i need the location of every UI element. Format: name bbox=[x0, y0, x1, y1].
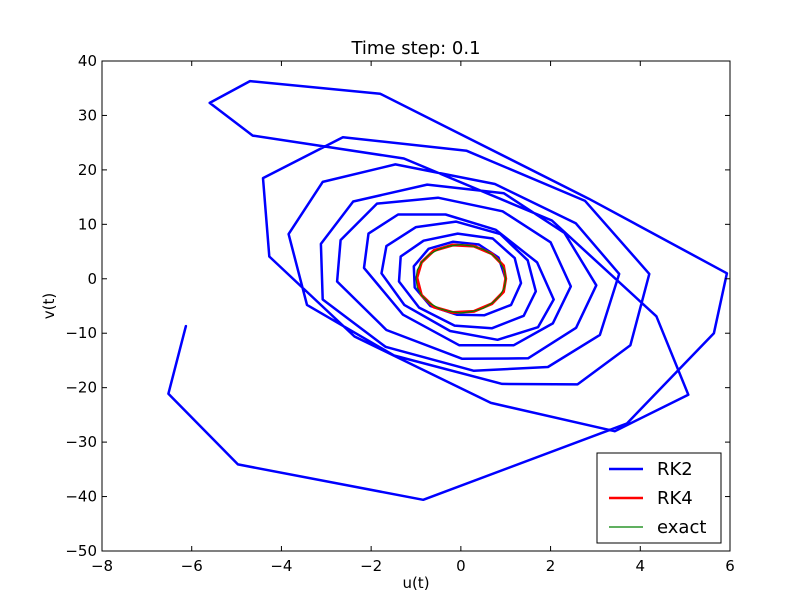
series-layer bbox=[167, 79, 729, 502]
x-tick-label: −6 bbox=[181, 557, 203, 575]
y-tick-label: −20 bbox=[65, 379, 97, 397]
y-tick-label: −30 bbox=[65, 433, 97, 451]
series-line-rk2 bbox=[167, 79, 729, 502]
x-tick-label: −2 bbox=[360, 557, 382, 575]
x-axis-label: u(t) bbox=[402, 574, 429, 592]
x-tick-label: 0 bbox=[456, 557, 466, 575]
series-line-exact bbox=[415, 244, 507, 314]
y-tick-label: −40 bbox=[65, 488, 97, 506]
legend-label-rk2: RK2 bbox=[657, 459, 693, 480]
x-tick-label: −8 bbox=[91, 557, 113, 575]
y-tick-label: 30 bbox=[78, 106, 97, 124]
y-axis-label: v(t) bbox=[40, 293, 58, 319]
legend-label-rk4: RK4 bbox=[657, 488, 693, 509]
y-tick-label: −50 bbox=[65, 542, 97, 560]
chart-title: Time step: 0.1 bbox=[350, 38, 480, 59]
y-tick-label: 10 bbox=[78, 215, 97, 233]
y-tick-label: 20 bbox=[78, 161, 97, 179]
y-tick-label: −10 bbox=[65, 324, 97, 342]
x-tick-label: −4 bbox=[270, 557, 292, 575]
x-tick-label: 2 bbox=[546, 557, 556, 575]
x-tick-label: 4 bbox=[636, 557, 646, 575]
plot-frame bbox=[101, 60, 731, 552]
legend-label-exact: exact bbox=[657, 517, 706, 538]
x-tick-label: 6 bbox=[725, 557, 735, 575]
y-tick-label: 40 bbox=[78, 52, 97, 70]
legend: RK2 RK4 exact bbox=[596, 452, 722, 544]
y-tick-label: 0 bbox=[87, 270, 97, 288]
